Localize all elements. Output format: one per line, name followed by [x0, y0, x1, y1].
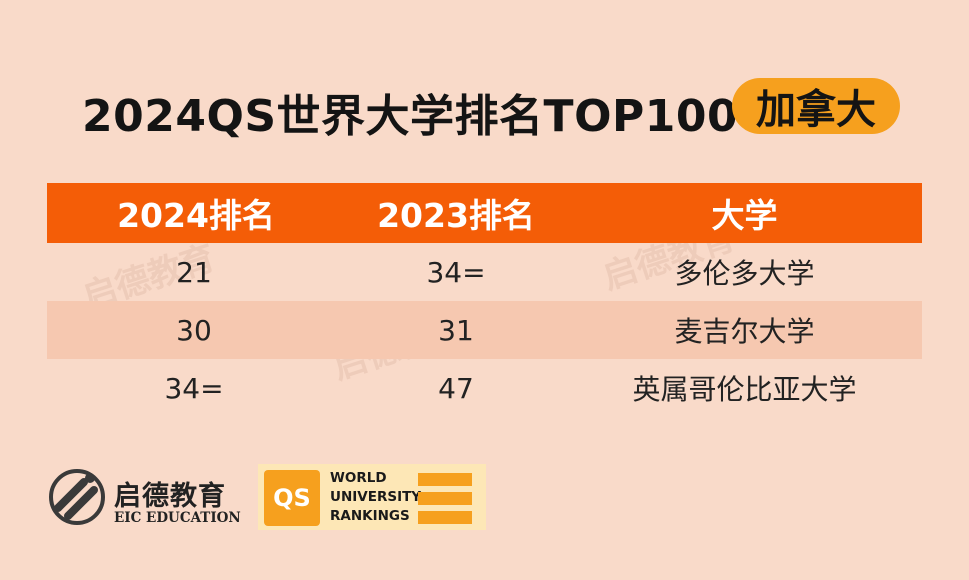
cell-2023-rank: 47	[438, 371, 474, 405]
cell-2024-rank: 30	[176, 313, 212, 347]
title-area: 2024QS世界大学排名TOP100 加拿大	[0, 72, 969, 142]
country-badge: 加拿大	[732, 78, 900, 134]
ranking-table: 2024排名 2023排名 大学 21 34= 多伦多大学 30 31 麦吉尔大…	[47, 183, 922, 417]
qs-bar	[418, 511, 472, 524]
footer-logos: 启德教育 EIC EDUCATION QS WORLD UNIVERSITY R…	[48, 460, 508, 540]
qs-line-university: UNIVERSITY	[330, 489, 422, 505]
eic-name-cn: 启德教育	[114, 481, 226, 512]
table-row: 34= 47 英属哥伦比亚大学	[47, 359, 922, 417]
table-row: 21 34= 多伦多大学	[47, 243, 922, 301]
qs-logo: QS WORLD UNIVERSITY RANKINGS	[258, 464, 486, 530]
cell-university: 英属哥伦比亚大学	[632, 373, 857, 406]
header-2023-rank: 2023排名	[377, 196, 535, 235]
cell-2023-rank: 31	[438, 313, 474, 347]
header-2024-rank: 2024排名	[117, 196, 275, 235]
eic-logo: 启德教育 EIC EDUCATION	[48, 462, 248, 532]
eic-logo-icon	[49, 469, 105, 525]
table-row: 30 31 麦吉尔大学	[47, 301, 922, 359]
qs-line-rankings: RANKINGS	[330, 508, 410, 524]
qs-line-world: WORLD	[330, 470, 387, 486]
header-university: 大学	[711, 196, 778, 235]
cell-2023-rank: 34=	[426, 255, 486, 289]
cell-university: 多伦多大学	[674, 257, 815, 290]
table-header: 2024排名 2023排名 大学	[47, 183, 922, 243]
qs-bar	[418, 473, 472, 486]
cell-2024-rank: 21	[176, 255, 212, 289]
eic-name-en: EIC EDUCATION	[114, 510, 241, 526]
qs-wordmark: WORLD UNIVERSITY RANKINGS	[330, 469, 421, 526]
cell-university: 麦吉尔大学	[674, 315, 815, 348]
qs-mark: QS	[264, 470, 320, 526]
qs-bar	[418, 492, 472, 505]
cell-2024-rank: 34=	[164, 371, 224, 405]
page-title: 2024QS世界大学排名TOP100	[82, 91, 739, 142]
